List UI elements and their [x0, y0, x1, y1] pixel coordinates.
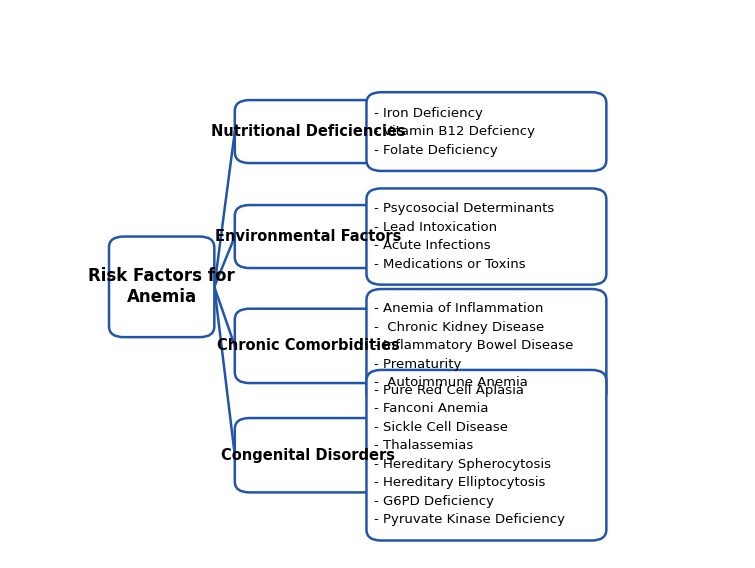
FancyBboxPatch shape — [235, 418, 381, 492]
Text: - Pure Red Cell Aplasia
- Fanconi Anemia
- Sickle Cell Disease
- Thalassemias
- : - Pure Red Cell Aplasia - Fanconi Anemia… — [374, 384, 565, 527]
Text: Risk Factors for
Anemia: Risk Factors for Anemia — [88, 268, 235, 306]
Text: - Anemia of Inflammation
-  Chronic Kidney Disease
- Inflammatory Bowel Disease
: - Anemia of Inflammation - Chronic Kidne… — [374, 302, 574, 390]
Text: Nutritional Deficiencies: Nutritional Deficiencies — [211, 124, 405, 139]
Text: Congenital Disorders: Congenital Disorders — [221, 448, 395, 463]
Text: - Psycosocial Determinants
- Lead Intoxication
- Acute Infections
- Medications : - Psycosocial Determinants - Lead Intoxi… — [374, 202, 554, 271]
FancyBboxPatch shape — [109, 236, 214, 337]
FancyBboxPatch shape — [235, 100, 381, 163]
FancyBboxPatch shape — [366, 289, 606, 403]
Text: Environmental Factors: Environmental Factors — [214, 229, 401, 244]
FancyBboxPatch shape — [366, 189, 606, 285]
FancyBboxPatch shape — [366, 92, 606, 171]
Text: - Iron Deficiency
- Vitamin B12 Defciency
- Folate Deficiency: - Iron Deficiency - Vitamin B12 Defcienc… — [374, 107, 535, 157]
FancyBboxPatch shape — [235, 205, 381, 268]
FancyBboxPatch shape — [366, 370, 606, 541]
FancyBboxPatch shape — [235, 309, 381, 383]
Text: Chronic Comorbidities: Chronic Comorbidities — [217, 339, 399, 353]
